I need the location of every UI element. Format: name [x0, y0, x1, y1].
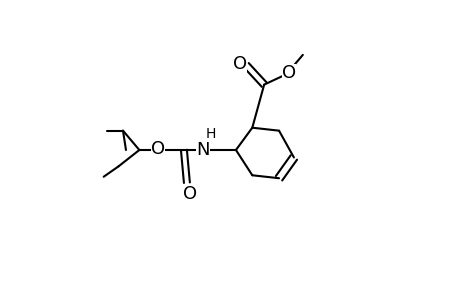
Text: O: O [182, 185, 196, 203]
Text: N: N [196, 141, 209, 159]
Text: O: O [281, 64, 295, 82]
Text: O: O [151, 140, 164, 158]
Text: H: H [206, 127, 216, 141]
Text: O: O [232, 55, 246, 73]
